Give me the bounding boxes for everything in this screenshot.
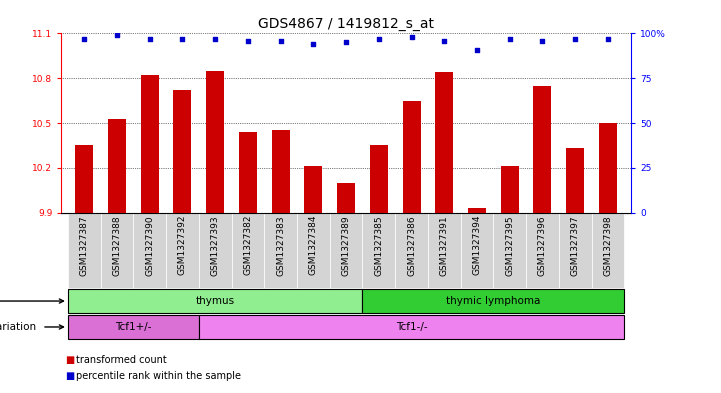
Point — [177, 36, 188, 42]
Text: thymus: thymus — [195, 296, 235, 306]
Bar — [526, 213, 559, 288]
Point — [602, 36, 614, 42]
Point — [438, 37, 450, 44]
Point — [144, 36, 156, 42]
Bar — [468, 208, 486, 213]
Bar — [272, 130, 290, 213]
Text: GSM1327385: GSM1327385 — [374, 215, 384, 275]
Point — [275, 37, 286, 44]
Bar — [402, 101, 420, 213]
Point — [472, 46, 483, 53]
Text: GSM1327392: GSM1327392 — [178, 215, 187, 275]
Bar — [68, 315, 199, 339]
Bar — [566, 149, 584, 213]
Bar — [68, 213, 100, 288]
Bar — [133, 213, 166, 288]
Bar — [337, 183, 355, 213]
Text: genotype/variation: genotype/variation — [0, 322, 63, 332]
Bar — [370, 145, 388, 213]
Text: GSM1327398: GSM1327398 — [603, 215, 612, 275]
Bar — [501, 166, 518, 213]
Text: GSM1327384: GSM1327384 — [309, 215, 318, 275]
Bar — [166, 213, 199, 288]
Text: GSM1327390: GSM1327390 — [145, 215, 154, 275]
Bar — [68, 289, 363, 313]
Bar — [100, 213, 133, 288]
Text: GSM1327386: GSM1327386 — [407, 215, 416, 275]
Text: GSM1327389: GSM1327389 — [342, 215, 350, 275]
Point — [504, 36, 516, 42]
Text: GSM1327383: GSM1327383 — [276, 215, 285, 275]
Text: Tcf1+/-: Tcf1+/- — [115, 322, 151, 332]
Text: thymic lymphoma: thymic lymphoma — [446, 296, 541, 306]
Text: GSM1327393: GSM1327393 — [211, 215, 220, 275]
Title: GDS4867 / 1419812_s_at: GDS4867 / 1419812_s_at — [258, 17, 434, 31]
Text: ■: ■ — [65, 354, 74, 365]
Bar — [304, 166, 322, 213]
Text: tissue: tissue — [0, 296, 63, 306]
Text: percentile rank within the sample: percentile rank within the sample — [76, 371, 241, 381]
Bar — [297, 213, 329, 288]
Bar — [435, 72, 454, 213]
Text: GSM1327388: GSM1327388 — [112, 215, 121, 275]
Bar — [239, 132, 257, 213]
Text: GSM1327397: GSM1327397 — [571, 215, 580, 275]
Point — [373, 36, 384, 42]
Bar — [174, 90, 191, 213]
Point — [308, 41, 319, 47]
Bar — [75, 145, 93, 213]
Bar — [559, 213, 592, 288]
Text: transformed count: transformed count — [76, 354, 167, 365]
Text: ■: ■ — [65, 371, 74, 381]
Bar — [428, 213, 461, 288]
Point — [570, 36, 581, 42]
Text: GSM1327396: GSM1327396 — [538, 215, 547, 275]
Point — [242, 37, 254, 44]
Text: GSM1327387: GSM1327387 — [80, 215, 89, 275]
Bar — [363, 289, 624, 313]
Bar — [363, 213, 395, 288]
Bar — [395, 213, 428, 288]
Bar — [264, 213, 297, 288]
Bar — [534, 86, 552, 213]
Bar — [141, 75, 159, 213]
Bar — [108, 119, 126, 213]
Point — [79, 36, 90, 42]
Point — [209, 36, 221, 42]
Bar — [493, 213, 526, 288]
Text: GSM1327394: GSM1327394 — [472, 215, 482, 275]
Point — [536, 37, 548, 44]
Text: GSM1327391: GSM1327391 — [440, 215, 448, 275]
Bar — [461, 213, 493, 288]
Point — [111, 32, 123, 39]
Bar — [199, 315, 624, 339]
Bar — [599, 123, 617, 213]
Point — [340, 39, 352, 46]
Text: GSM1327382: GSM1327382 — [244, 215, 252, 275]
Bar — [592, 213, 624, 288]
Bar — [199, 213, 231, 288]
Point — [406, 34, 417, 40]
Bar — [329, 213, 363, 288]
Bar — [206, 71, 224, 213]
Bar — [231, 213, 264, 288]
Text: Tcf1-/-: Tcf1-/- — [396, 322, 428, 332]
Text: GSM1327395: GSM1327395 — [505, 215, 514, 275]
